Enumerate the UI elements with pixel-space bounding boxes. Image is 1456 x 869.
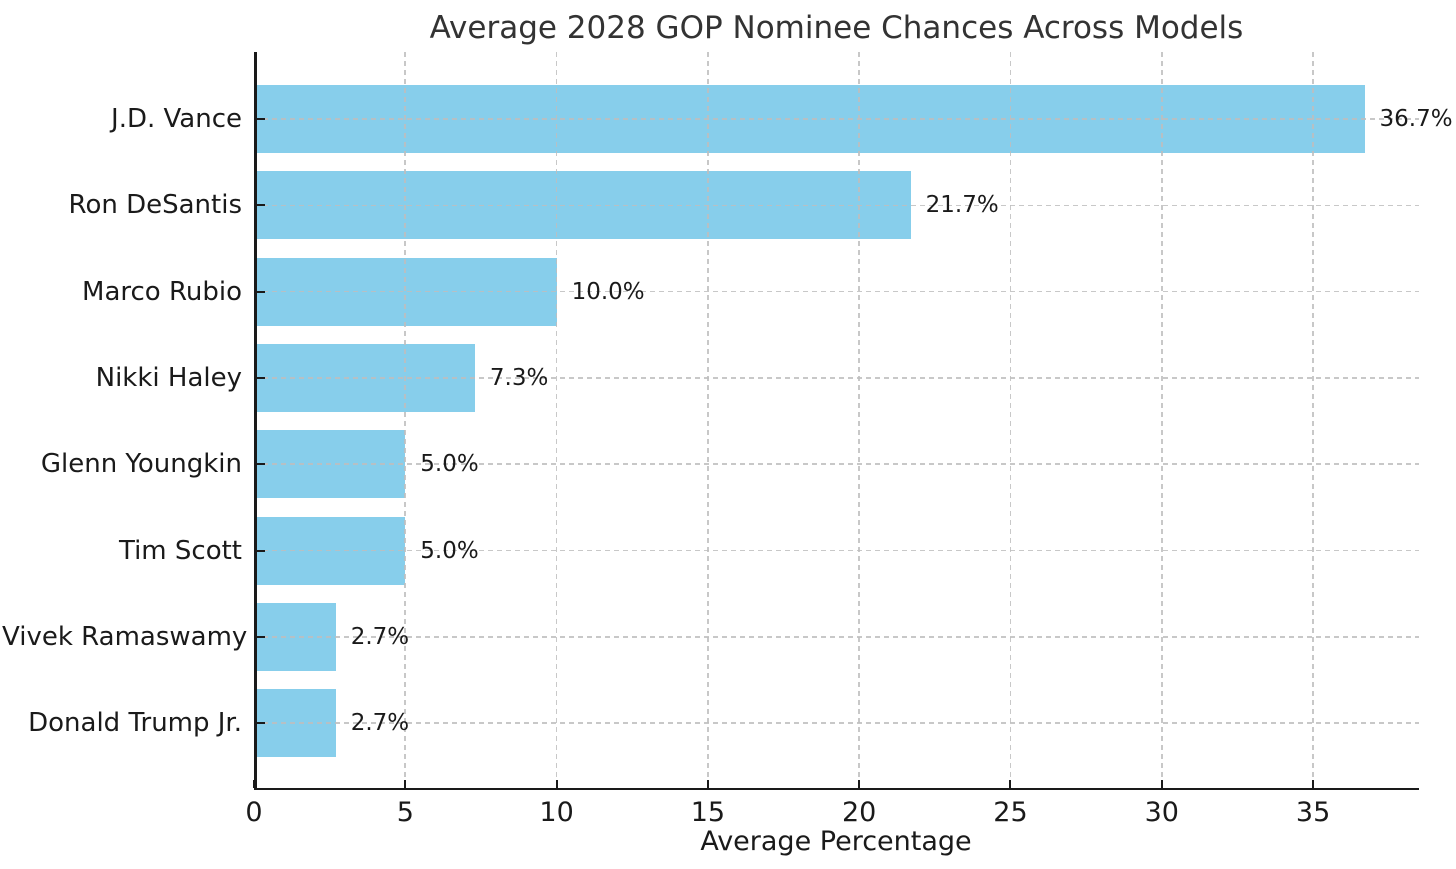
y-axis-spine	[254, 52, 257, 790]
value-label: 7.3%	[489, 364, 549, 391]
value-label: 10.0%	[571, 278, 645, 305]
gridline-horizontal	[254, 377, 1419, 379]
gridline-vertical	[1312, 52, 1314, 790]
x-tick-mark	[858, 779, 861, 788]
x-tick-label: 5	[396, 797, 414, 828]
y-tick-mark	[256, 635, 265, 638]
gridline-horizontal	[254, 549, 1419, 552]
x-tick-mark	[404, 779, 407, 788]
value-label: 5.0%	[420, 537, 479, 564]
gridline-vertical	[707, 52, 709, 790]
x-tick-mark	[1312, 779, 1315, 788]
gridline-vertical	[858, 52, 860, 790]
chart-title: Average 2028 GOP Nominee Chances Across …	[429, 10, 1244, 46]
value-label: 21.7%	[925, 192, 999, 219]
x-axis-spine	[254, 787, 1419, 790]
gridline-horizontal	[254, 722, 1419, 724]
value-label: 2.7%	[350, 623, 410, 650]
category-label: Tim Scott	[119, 535, 242, 566]
category-label: J.D. Vance	[111, 104, 242, 134]
category-label: Glenn Youngkin	[40, 449, 242, 480]
gridline-vertical	[555, 52, 558, 790]
x-tick-mark	[706, 779, 709, 788]
value-label: 2.7%	[350, 710, 410, 737]
gridline-horizontal	[254, 463, 1419, 465]
y-tick-mark	[256, 463, 265, 466]
y-tick-mark	[256, 290, 265, 293]
value-label: 5.0%	[420, 451, 479, 478]
y-tick-mark	[256, 722, 265, 725]
value-label: 36.7%	[1379, 106, 1453, 132]
x-tick-label: 20	[842, 797, 877, 828]
y-tick-mark	[256, 549, 265, 552]
x-tick-mark	[1009, 779, 1012, 788]
gridline-horizontal	[254, 636, 1419, 638]
y-tick-mark	[256, 204, 265, 207]
category-label: Ron DeSantis	[68, 190, 242, 221]
x-tick-mark	[253, 779, 255, 788]
x-tick-mark	[555, 779, 558, 788]
gridline-vertical	[1160, 52, 1163, 790]
x-axis-label: Average Percentage	[700, 826, 972, 857]
x-tick-label: 0	[245, 797, 263, 828]
gridline-vertical	[1009, 52, 1012, 790]
category-label: Donald Trump Jr.	[28, 708, 242, 739]
y-tick-mark	[256, 118, 265, 120]
x-tick-label: 25	[993, 797, 1028, 828]
category-label: Nikki Haley	[95, 362, 242, 393]
x-tick-label: 15	[690, 797, 726, 828]
gridline-horizontal	[254, 204, 1419, 207]
x-tick-label: 30	[1144, 797, 1179, 828]
plot-area	[253, 52, 1419, 790]
gridline-vertical	[404, 52, 407, 790]
gridline-horizontal	[254, 118, 1419, 120]
gridline-horizontal	[254, 290, 1419, 293]
x-tick-label: 35	[1295, 797, 1331, 828]
x-tick-mark	[1160, 779, 1163, 788]
y-tick-mark	[256, 376, 265, 379]
category-label: Vivek Ramaswamy	[2, 621, 248, 652]
x-tick-label: 10	[539, 797, 574, 828]
category-label: Marco Rubio	[82, 276, 242, 307]
